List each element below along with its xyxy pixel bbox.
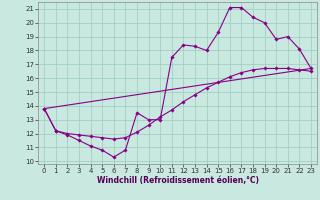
X-axis label: Windchill (Refroidissement éolien,°C): Windchill (Refroidissement éolien,°C) <box>97 176 259 185</box>
